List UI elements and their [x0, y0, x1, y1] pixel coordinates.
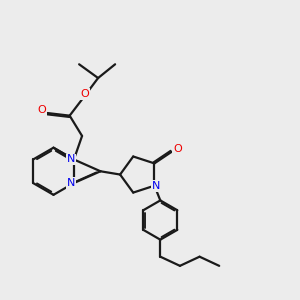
Text: N: N [67, 154, 76, 164]
Text: O: O [81, 89, 89, 99]
Text: O: O [37, 105, 46, 116]
Text: N: N [152, 181, 160, 191]
Text: O: O [173, 144, 182, 154]
Text: N: N [67, 178, 76, 188]
